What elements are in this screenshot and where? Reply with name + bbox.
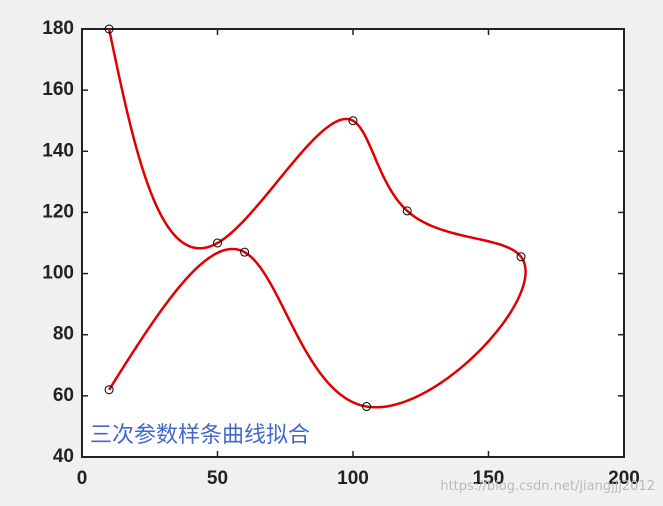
plot-area <box>82 29 624 457</box>
y-tick-label: 40 <box>53 446 74 467</box>
data-point <box>516 252 526 262</box>
y-tick-label: 160 <box>42 79 74 100</box>
y-tick-label: 120 <box>42 201 74 222</box>
data-point <box>104 385 114 395</box>
x-tick-label: 200 <box>608 468 640 489</box>
watermark: https://blog.csdn.net/jiangjjj2012 <box>440 479 655 494</box>
y-tick-label: 180 <box>42 18 74 39</box>
spline-curve <box>107 28 527 409</box>
data-point <box>362 402 372 412</box>
x-tick-label: 0 <box>77 468 88 489</box>
y-tick-label: 60 <box>53 385 74 406</box>
data-point <box>402 206 412 216</box>
axes-box <box>81 28 625 458</box>
x-tick-label: 100 <box>337 468 369 489</box>
data-point <box>104 24 114 34</box>
data-point <box>213 238 222 248</box>
data-point <box>240 247 250 257</box>
x-tick-label: 50 <box>207 468 228 489</box>
annotation: 三次参数样条曲线拟合 <box>90 423 310 448</box>
y-tick-label: 100 <box>42 263 74 284</box>
data-point <box>348 116 358 126</box>
x-tick-label: 150 <box>473 468 505 489</box>
y-tick-label: 140 <box>42 140 74 161</box>
y-tick-label: 80 <box>53 324 74 345</box>
